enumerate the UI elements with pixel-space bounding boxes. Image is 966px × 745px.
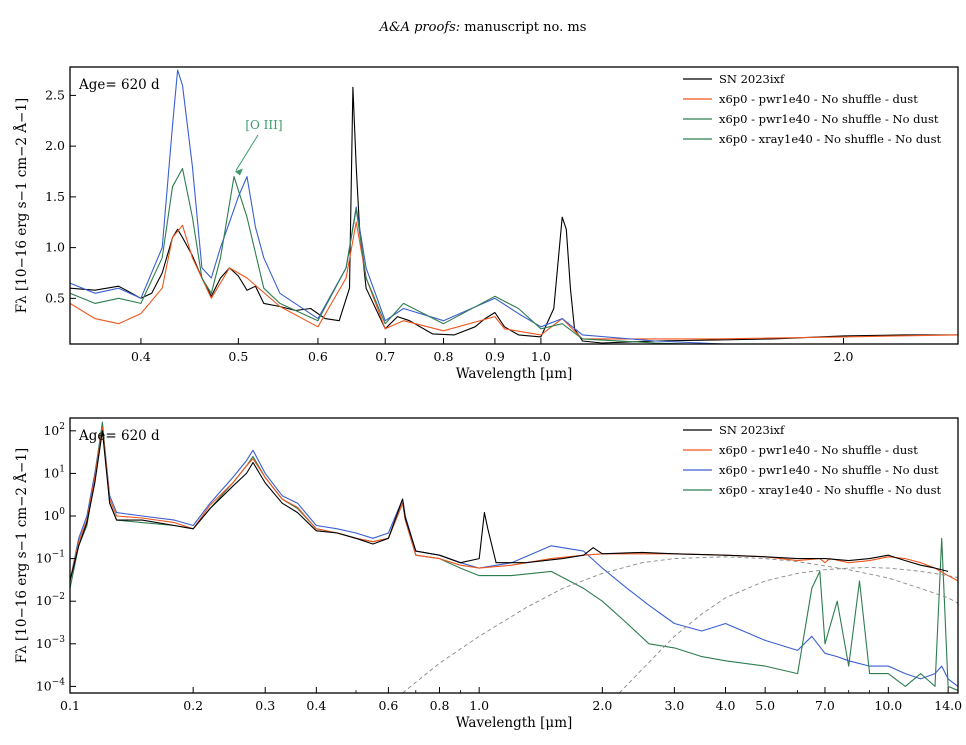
y-tick-label: 0.5 [45,290,65,305]
x-axis-label: Wavelength [μm] [456,715,573,731]
x-tick-label: 7.0 [815,698,835,713]
model-component-curve [402,556,958,693]
y-tick-label: 10−3 [36,635,65,651]
annotation-arrow [235,134,259,171]
x-tick-label: 0.6 [378,698,398,713]
x-axis-label: Wavelength [μm] [456,366,573,382]
y-tick-label: 102 [43,422,65,438]
y-axis-label: Fλ [10−16 erg s−1 cm−2 Å−1] [14,448,30,663]
journal-name: A&A proofs: [379,20,461,35]
x-tick-label: 3.0 [664,698,684,713]
age-label: Age= 620 d [78,77,160,93]
legend: SN 2023ixf x6p0 - pwr1e40 - No shuffle - … [683,423,941,497]
x-tick-label: 0.4 [131,349,151,364]
x-tick-label: 0.5 [228,349,248,364]
chart-2: 0.1 0.2 0.3 0.4 0.6 0.8 1.0 2.0 3.0 4.0 5.0 7.0 10.0… [14,417,962,731]
x-tick-label: 1.0 [531,349,551,364]
x-tick-label: 0.1 [60,698,80,713]
plot-frame [69,417,959,694]
series-group [70,69,958,344]
x-tick-label: 0.9 [485,349,505,364]
x-tick-label: 0.8 [434,349,454,364]
series-line [70,221,958,340]
annotation-label: [O III] [245,118,282,132]
x-tick-label: 0.3 [255,698,275,713]
legend-entry: x6p0 - pwr1e40 - No shuffle - dust [719,92,918,106]
series-line [70,86,958,344]
x-tick-label: 2.0 [834,349,854,364]
x-tick-label: 2.0 [592,698,612,713]
y-tick-label: 1.0 [45,240,65,255]
y-tick-label: 2.0 [45,138,65,153]
legend-entry: x6p0 - pwr1e40 - No shuffle - dust [719,443,918,457]
legend-entry: x6p0 - pwr1e40 - No shuffle - No dust [719,463,939,477]
page-header: A&A proofs: manuscript no. ms [0,20,966,35]
legend: SN 2023ixf x6p0 - pwr1e40 - No shuffle - … [683,72,941,146]
legend-entry: x6p0 - xray1e40 - No shuffle - No dust [719,483,941,497]
x-tick-label: 10.0 [874,698,902,713]
series-group [70,421,958,693]
x-tick-label: 4.0 [716,698,736,713]
y-axis-label: Fλ [10−16 erg s−1 cm−2 Å−1] [14,98,30,313]
x-tick-label: 0.4 [306,698,326,713]
x-tick-label: 1.0 [469,698,489,713]
legend-entry: x6p0 - pwr1e40 - No shuffle - No dust [719,112,939,126]
series-line [70,430,949,582]
legend-entry: SN 2023ixf [719,423,785,437]
y-tick-label: 10−2 [36,592,65,608]
x-tick-label: 0.7 [375,349,395,364]
y-tick-label: 1.5 [45,189,65,204]
x-tick-label: 0.2 [183,698,203,713]
legend-entry: x6p0 - xray1e40 - No shuffle - No dust [719,132,941,146]
chart-1: 0.4 0.5 0.6 0.7 0.8 0.9 1.0 2.0 0.5 1.0 1.5 2.0 2.5 W… [14,66,959,382]
legend-entry: SN 2023ixf [719,72,785,86]
y-tick-label: 10−1 [36,550,65,566]
series-line [70,167,703,344]
y-tick-label: 100 [43,507,65,523]
x-tick-label: 5.0 [755,698,775,713]
x-tick-label: 0.8 [430,698,450,713]
age-label: Age= 620 d [78,428,160,444]
series-line [70,69,736,344]
y-tick-label: 101 [43,464,65,480]
model-component-curve [618,567,958,693]
plot-frame [69,66,959,345]
annotation-arrowhead [234,168,243,176]
y-tick-label: 10−4 [36,677,65,693]
x-tick-label: 14.0 [934,698,962,713]
x-tick-label: 0.6 [308,349,328,364]
y-tick-label: 2.5 [45,87,65,102]
manuscript-label: manuscript no. ms [460,20,587,35]
